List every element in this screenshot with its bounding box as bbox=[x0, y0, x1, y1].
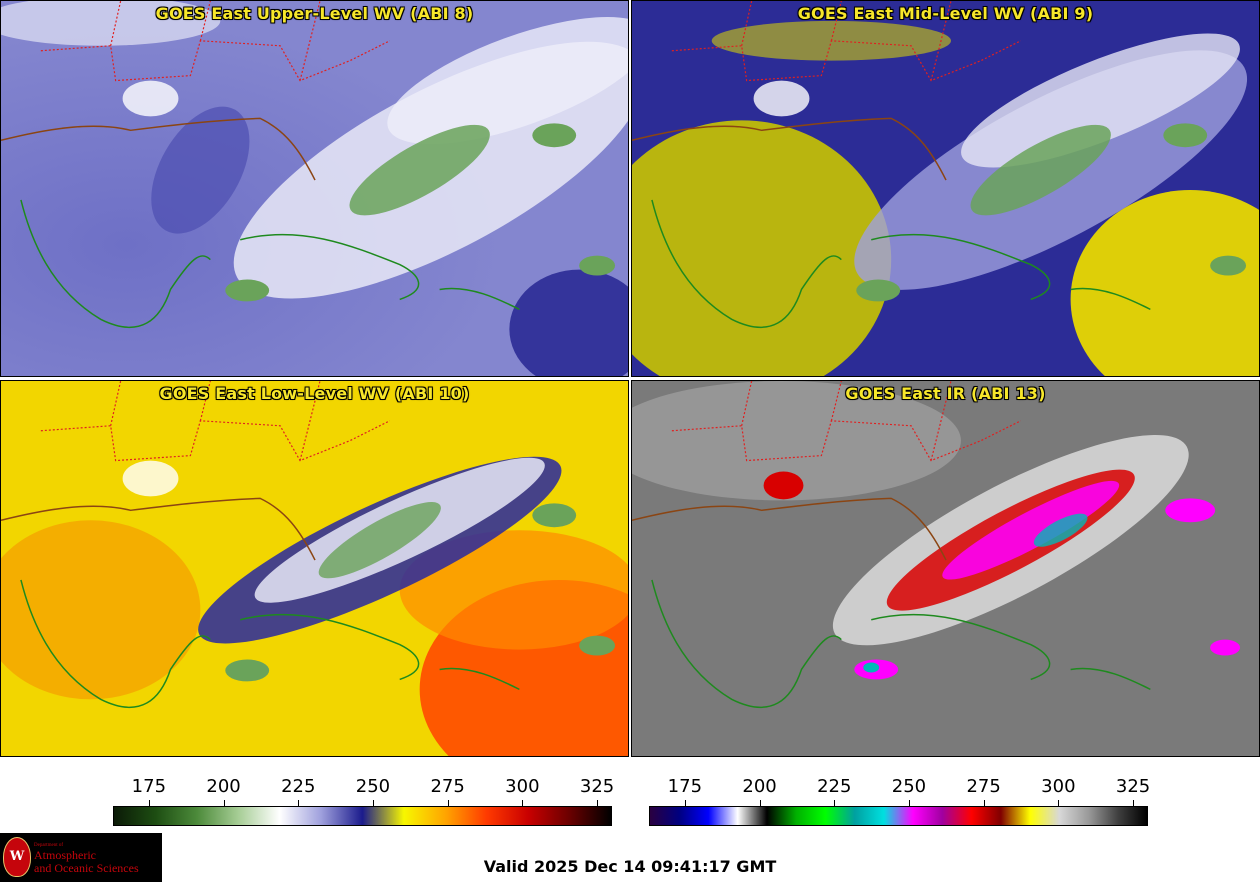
colorbar-wv: 175 200 225 250 275 300 325 bbox=[113, 776, 615, 826]
colorbar-wv-tick-label: 325 bbox=[579, 776, 615, 797]
panel-title-ir: GOES East IR (ABI 13) bbox=[845, 384, 1046, 403]
colorbar-wv-tick-mark bbox=[148, 800, 150, 806]
satellite-panel-mid-wv: GOES East Mid-Level WV (ABI 9) bbox=[631, 0, 1260, 377]
logo-department-text: Department of bbox=[34, 843, 64, 848]
colorbar-ir-tick-label: 275 bbox=[966, 776, 1001, 797]
aos-logo: W Department of Atmospheric and Oceanic … bbox=[0, 833, 162, 882]
colorbar-wv-tick-label: 275 bbox=[430, 776, 465, 797]
colorbar-ir-tick-mark bbox=[684, 800, 686, 806]
colorbar-ir-tick-label: 325 bbox=[1115, 776, 1151, 797]
mid-wv-image bbox=[632, 1, 1259, 376]
ir-image bbox=[632, 381, 1259, 756]
colorbar-wv-tick-mark bbox=[447, 800, 449, 806]
colorbar-wv-tick-mark bbox=[522, 800, 524, 806]
satellite-panel-ir: GOES East IR (ABI 13) bbox=[631, 380, 1260, 757]
upper-wv-image bbox=[1, 1, 628, 376]
valid-time: Valid 2025 Dec 14 09:41:17 GMT bbox=[483, 857, 777, 876]
logo-oceanic-text: and Oceanic Sciences bbox=[34, 861, 139, 875]
colorbar-wv-tick-mark bbox=[372, 800, 374, 806]
colorbar-ir-tick-mark bbox=[834, 800, 836, 806]
colorbar-ir-ticks: 175 200 225 250 275 300 325 bbox=[649, 776, 1151, 806]
colorbar-wv-tick-label: 200 bbox=[206, 776, 241, 797]
colorbar-wv-tick-label: 300 bbox=[505, 776, 540, 797]
colorbar-ir-tick-label: 250 bbox=[891, 776, 927, 797]
colorbar-wv-ticks: 175 200 225 250 275 300 325 bbox=[113, 776, 615, 806]
colorbar-wv-tick-label: 175 bbox=[131, 776, 167, 797]
colorbar-ir-tick-mark bbox=[908, 800, 910, 806]
panel-title-mid-wv: GOES East Mid-Level WV (ABI 9) bbox=[797, 4, 1094, 23]
colorbar-ir-tick-mark bbox=[1133, 800, 1135, 806]
colorbar-wv-gradient bbox=[113, 806, 612, 826]
panel-title-low-wv: GOES East Low-Level WV (ABI 10) bbox=[159, 384, 470, 403]
colorbar-wv-tick-label: 250 bbox=[355, 776, 391, 797]
colorbar-ir: 175 200 225 250 275 300 325 bbox=[649, 776, 1151, 826]
low-wv-image bbox=[1, 381, 628, 756]
colorbar-ir-tick-label: 200 bbox=[742, 776, 777, 797]
colorbar-wv-tick-label: 225 bbox=[281, 776, 316, 797]
satellite-panel-low-wv: GOES East Low-Level WV (ABI 10) bbox=[0, 380, 629, 757]
colorbar-ir-tick-mark bbox=[1058, 800, 1060, 806]
uw-seal-icon: W bbox=[3, 837, 31, 877]
colorbar-ir-tick-label: 225 bbox=[817, 776, 852, 797]
colorbar-ir-tick-mark bbox=[983, 800, 985, 806]
colorbar-wv-tick-mark bbox=[223, 800, 225, 806]
colorbar-wv-tick-mark bbox=[597, 800, 599, 806]
colorbar-ir-tick-label: 300 bbox=[1041, 776, 1076, 797]
satellite-panel-upper-wv: GOES East Upper-Level WV (ABI 8) bbox=[0, 0, 629, 377]
colorbar-ir-gradient bbox=[649, 806, 1148, 826]
logo-atmospheric-text: Atmospheric bbox=[34, 848, 96, 862]
panel-title-upper-wv: GOES East Upper-Level WV (ABI 8) bbox=[155, 4, 474, 23]
colorbar-ir-tick-mark bbox=[759, 800, 761, 806]
colorbar-wv-tick-mark bbox=[298, 800, 300, 806]
colorbar-ir-tick-label: 175 bbox=[667, 776, 703, 797]
